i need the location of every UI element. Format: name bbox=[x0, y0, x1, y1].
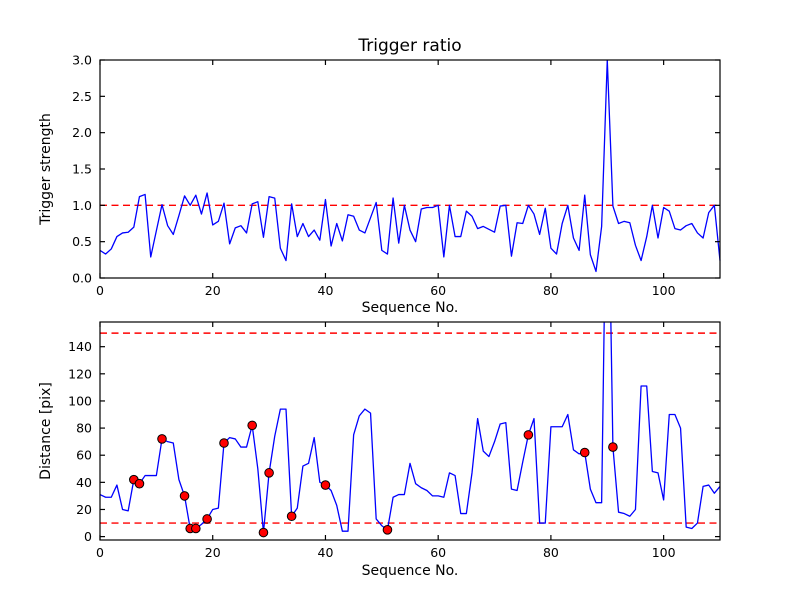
x-tick-label: 100 bbox=[652, 545, 676, 560]
trigger-event-marker bbox=[134, 478, 145, 489]
bottom-xaxis-label: Sequence No. bbox=[362, 563, 459, 579]
trigger-event-marker bbox=[523, 430, 534, 440]
x-tick-label: 0 bbox=[96, 283, 104, 298]
y-tick-label: 80 bbox=[76, 421, 92, 436]
trigger-event-marker bbox=[157, 434, 167, 444]
y-tick-label: 40 bbox=[76, 475, 92, 490]
y-tick-label: 3.0 bbox=[72, 53, 92, 68]
trigger-event-marker bbox=[258, 527, 269, 538]
plot-title: Trigger ratio bbox=[357, 36, 461, 56]
y-tick-label: 2.0 bbox=[72, 125, 92, 140]
y-tick-label: 20 bbox=[76, 502, 92, 517]
top-yaxis-label: Trigger strength bbox=[38, 113, 54, 226]
y-tick-label: 1.0 bbox=[72, 198, 92, 213]
top-xaxis-label: Sequence No. bbox=[362, 300, 459, 316]
trigger-event-marker bbox=[219, 438, 229, 448]
x-tick-label: 80 bbox=[543, 283, 559, 298]
trigger-event-marker bbox=[264, 468, 274, 478]
trigger-strength-plot: 0 20 40 60 80 100 0.0 0.5 1.0 1.5 2.0 2.5 3.0 bbox=[72, 53, 721, 298]
y-tick-label: 1.5 bbox=[72, 162, 92, 177]
x-tick-label: 40 bbox=[318, 283, 334, 298]
x-tick-label: 20 bbox=[205, 545, 221, 560]
distance-line bbox=[99, 322, 721, 534]
trigger-event-marker bbox=[608, 442, 618, 452]
x-tick-label: 100 bbox=[652, 283, 676, 298]
trigger-event-marker bbox=[247, 420, 257, 431]
trigger-event-marker bbox=[286, 511, 297, 522]
x-tick-label: 20 bbox=[205, 283, 221, 298]
x-tick-label: 60 bbox=[430, 545, 446, 560]
x-tick-label: 40 bbox=[318, 545, 334, 560]
y-tick-label: 100 bbox=[68, 393, 92, 408]
bottom-yaxis-label: Distance [pix] bbox=[38, 382, 54, 480]
y-tick-label: 0.0 bbox=[72, 271, 92, 286]
trigger-strength-line bbox=[99, 60, 721, 273]
x-tick-label: 60 bbox=[430, 283, 446, 298]
axes-frame bbox=[99, 321, 721, 541]
y-tick-label: 140 bbox=[68, 339, 92, 354]
y-tick-label: 60 bbox=[76, 448, 92, 463]
trigger-event-marker bbox=[179, 491, 190, 501]
trigger-event-marker bbox=[382, 525, 393, 535]
distance-plot: 0 20 40 60 80 100 0 20 40 60 80 100 120 140 bbox=[68, 321, 721, 560]
trigger-event-marker bbox=[191, 523, 201, 534]
y-tick-label: 2.5 bbox=[72, 89, 92, 104]
y-tick-label: 0 bbox=[84, 529, 92, 544]
x-tick-label: 0 bbox=[96, 545, 104, 560]
trigger-event-marker bbox=[579, 447, 590, 458]
y-tick-label: 0.5 bbox=[72, 234, 92, 249]
trigger-event-marker bbox=[320, 480, 331, 490]
y-tick-label: 120 bbox=[68, 366, 92, 381]
x-tick-label: 80 bbox=[543, 545, 559, 560]
trigger-event-marker bbox=[202, 514, 212, 524]
